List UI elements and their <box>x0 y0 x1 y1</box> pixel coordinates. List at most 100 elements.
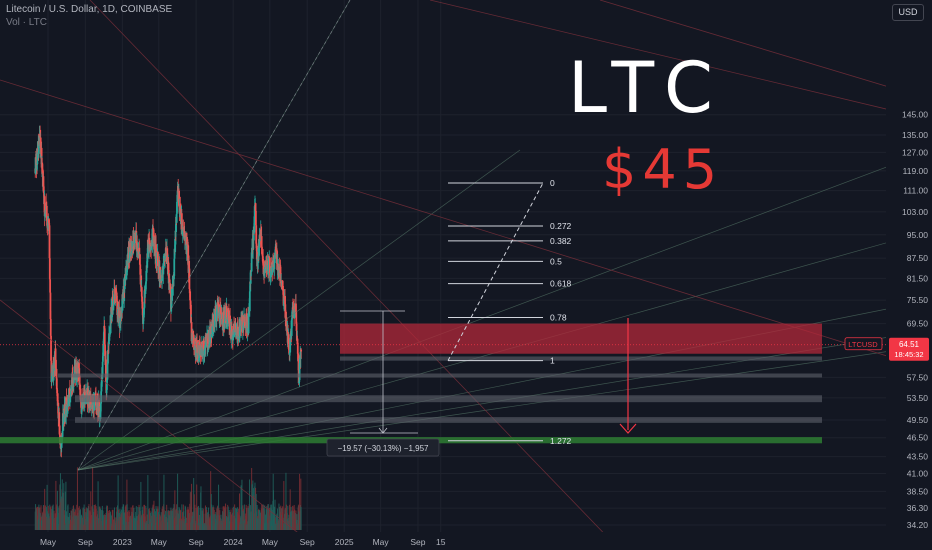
x-tick-label: May <box>151 537 168 547</box>
y-tick-label: 103.00 <box>902 207 928 217</box>
volume-bar <box>79 509 81 530</box>
candle-body <box>144 283 147 291</box>
candle-body <box>250 252 253 272</box>
volume-bar <box>66 515 68 530</box>
candle-body <box>68 388 71 400</box>
volume-bar <box>251 494 253 530</box>
y-tick-label: 46.50 <box>907 433 929 443</box>
candle-body <box>62 410 65 424</box>
zone-support <box>58 373 822 378</box>
candle-body <box>235 331 238 335</box>
volume-bar <box>176 504 178 530</box>
y-tick-label: 38.50 <box>907 486 929 496</box>
candle-body <box>55 368 58 379</box>
volume-bar <box>193 478 195 530</box>
zone-resistance <box>340 323 822 354</box>
volume-bar <box>52 506 54 530</box>
volume-bar <box>100 509 102 530</box>
volume-bar <box>110 515 112 530</box>
volume-bar <box>241 479 243 530</box>
volume-bar <box>192 511 194 530</box>
candle-body <box>129 247 131 259</box>
volume-bar <box>140 481 142 530</box>
volume-bar <box>195 507 197 530</box>
volume-bar <box>208 518 210 530</box>
candle-body <box>268 260 270 273</box>
volume-bar <box>222 506 224 530</box>
axis-background <box>886 0 932 550</box>
y-tick-label: 53.50 <box>907 393 929 403</box>
volume-bar <box>217 514 219 530</box>
volume-bar <box>228 509 230 530</box>
candle-body <box>238 326 241 337</box>
candle-body <box>139 264 142 275</box>
y-tick-label: 127.00 <box>902 147 928 157</box>
volume-bar <box>218 484 220 530</box>
x-tick-label: Sep <box>410 537 425 547</box>
candle-body <box>281 280 284 290</box>
volume-bar <box>225 507 227 530</box>
volume-bar <box>181 504 183 530</box>
y-tick-label: 111.00 <box>903 186 928 196</box>
currency-button[interactable]: USD <box>892 4 924 21</box>
volume-bar <box>125 504 127 530</box>
candle-body <box>89 395 92 409</box>
volume-bar <box>245 507 247 530</box>
volume-bar <box>172 507 174 530</box>
volume-bar <box>163 474 165 530</box>
downtrend-line <box>0 299 321 550</box>
volume-bar <box>255 487 257 530</box>
volume-bar <box>287 505 289 530</box>
candle-body <box>192 334 195 341</box>
volume-bar <box>200 486 202 530</box>
candle-body <box>180 213 183 222</box>
downtrend-line <box>429 0 932 121</box>
fib-level-label: 0.382 <box>550 236 572 246</box>
candle-body <box>42 176 45 187</box>
candle-body <box>255 247 258 260</box>
fib-level-label: 1.272 <box>550 436 572 446</box>
volume-bar <box>210 471 212 530</box>
volume-bar <box>189 492 191 530</box>
volume-bar <box>167 509 169 530</box>
candle-body <box>105 359 107 382</box>
candle-body <box>161 275 164 281</box>
projection-arrow <box>619 318 637 434</box>
volume-bar <box>198 514 200 530</box>
candle-body <box>189 293 191 301</box>
volume-bar <box>38 504 40 530</box>
y-tick-label: 49.50 <box>907 415 929 425</box>
volume-bar <box>145 508 147 530</box>
fib-level-label: 0.272 <box>550 221 572 231</box>
volume-bar <box>50 512 52 530</box>
candle-body <box>102 332 105 342</box>
candle-body <box>156 252 159 267</box>
volume-bar <box>180 509 182 530</box>
volume-bar <box>198 505 200 530</box>
volume-bar <box>44 488 46 530</box>
x-tick-label: Sep <box>78 537 93 547</box>
candle-body <box>293 311 296 319</box>
volume-bar <box>166 518 168 530</box>
volume-bar <box>99 506 101 530</box>
fan-line <box>77 149 932 471</box>
candle-body <box>178 190 181 207</box>
candle-body <box>253 216 256 233</box>
x-tick-label: Sep <box>300 537 315 547</box>
volume-bar <box>63 510 65 530</box>
candle-body <box>48 225 51 259</box>
volume-bar <box>240 485 242 530</box>
candle-body <box>204 342 207 348</box>
volume-bar <box>127 515 129 530</box>
fib-level-label: 0 <box>550 178 555 188</box>
volume-bar <box>229 511 231 530</box>
candle-body <box>143 308 145 318</box>
candle-body <box>66 403 69 413</box>
volume-bar <box>213 509 215 530</box>
volume-bar <box>239 493 241 530</box>
candle-body <box>236 326 239 340</box>
volume-bar <box>65 481 67 530</box>
volume-bar <box>203 508 205 530</box>
